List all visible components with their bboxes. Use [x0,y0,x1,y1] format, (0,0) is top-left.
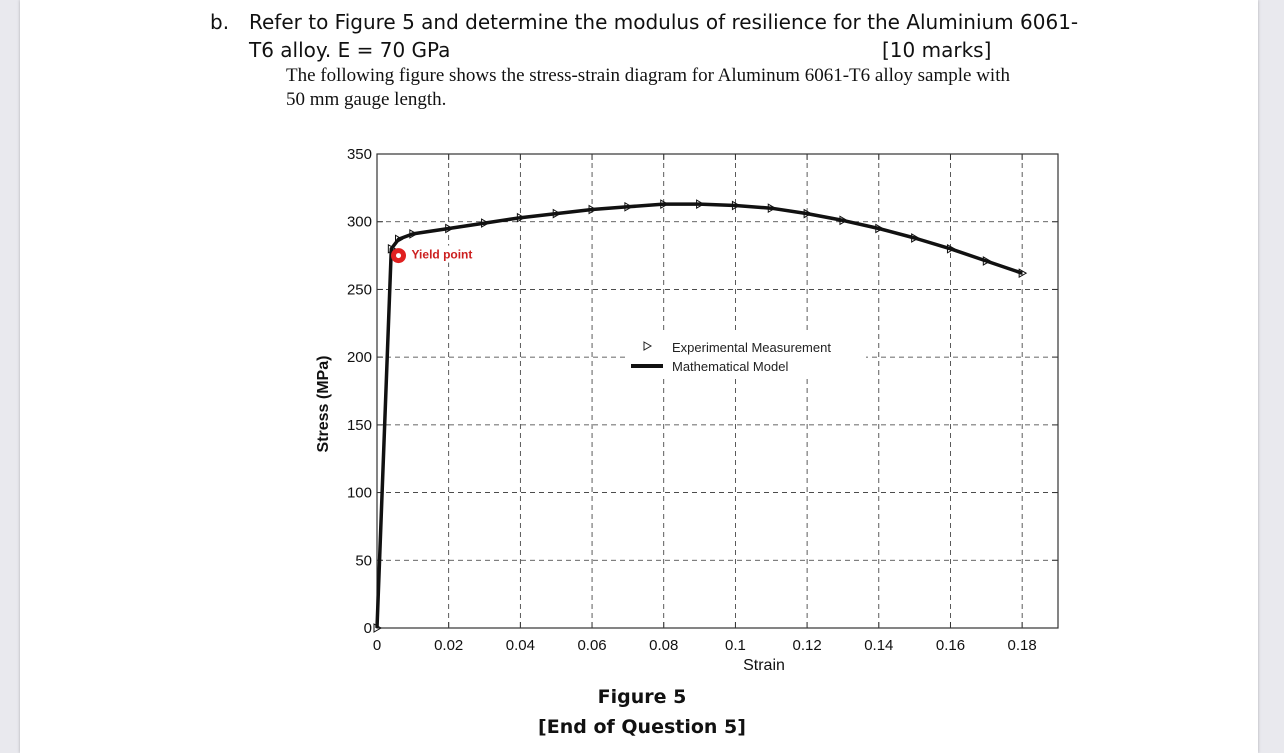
y-axis-label: Stress (MPa) [315,356,332,453]
series-layer [373,199,1028,633]
plot-frame [376,153,1059,629]
yield-point-label: Yield point [412,248,473,262]
description-line-2: 50 mm gauge length. [286,89,447,110]
question-label: b. [210,10,230,34]
y-tick-label: 150 [347,417,372,434]
chart-legend: Experimental Measurement Mathematical Mod… [626,334,866,378]
x-tick-label: 0.12 [793,637,822,654]
annotation-background [409,245,474,263]
legend-label-experimental: Experimental Measurement [672,340,831,355]
description-line-1: The following figure shows the stress-st… [286,65,1010,86]
legend-box [626,334,866,378]
y-tick-label: 350 [347,146,372,163]
question-line-1: Refer to Figure 5 and determine the modu… [249,10,1079,34]
y-tick-label: 100 [347,485,372,502]
legend-marker-experimental [643,341,653,351]
x-tick-label: 0 [373,637,381,654]
y-tick-label: 200 [347,349,372,366]
y-tick-label: 0 [364,620,372,637]
y-tick-label: 50 [355,552,372,569]
model-line [375,202,1023,629]
x-tick-label: 0.14 [864,637,893,654]
x-tick-label: 0.06 [577,637,606,654]
x-tick-label: 0.08 [649,637,678,654]
chart-grid [377,154,1058,628]
y-tick-label: 250 [347,281,372,298]
y-tick-label: 300 [347,214,372,231]
x-tick-label: 0.18 [1008,637,1037,654]
x-axis-label: Strain [743,657,785,674]
x-tick-label: 0.16 [936,637,965,654]
question-marks: [10 marks] [882,38,992,62]
x-tick-label: 0.02 [434,637,463,654]
figure-caption: Figure 5 [597,686,687,708]
chart-annotations: Yield point [391,245,474,264]
x-tick-label: 0.1 [725,637,746,654]
legend-label-model: Mathematical Model [672,359,788,374]
yield-point-marker-center [396,253,402,259]
x-tick-label: 0.04 [506,637,535,654]
end-note: [End of Question 5] [538,716,746,738]
axis-ticks: 0 0.02 0.04 0.06 0.08 0.1 0.12 0.14 0.16 0.18 0 50 1… [347,146,1058,654]
question-line-2: T6 alloy. E = 70 GPa [249,38,451,62]
